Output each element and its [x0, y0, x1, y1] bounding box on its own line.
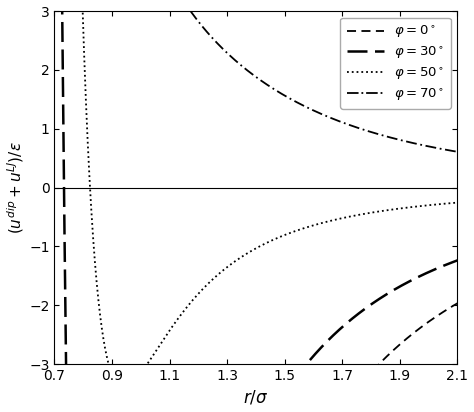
\varphi = 70^\circ — [370, 130, 375, 135]
\varphi = 30^\circ — [443, 262, 449, 267]
\varphi = 50^\circ — [370, 210, 375, 215]
Line: \varphi = 0^\circ: \varphi = 0^\circ — [57, 303, 457, 376]
\varphi = 0^\circ — [370, 369, 375, 374]
Legend: $\varphi = 0^\circ$, $\varphi = 30^\circ$, $\varphi = 50^\circ$, $\varphi = 70^\: $\varphi = 0^\circ$, $\varphi = 30^\circ… — [340, 18, 451, 109]
\varphi = 0^\circ — [55, 373, 60, 378]
\varphi = 70^\circ — [238, 63, 244, 68]
X-axis label: $r/\sigma$: $r/\sigma$ — [243, 389, 269, 407]
Line: \varphi = 30^\circ: \varphi = 30^\circ — [57, 0, 457, 376]
\varphi = 70^\circ — [55, 0, 60, 2]
\varphi = 50^\circ — [238, 255, 244, 260]
\varphi = 50^\circ — [109, 373, 115, 378]
\varphi = 50^\circ — [55, 0, 60, 2]
\varphi = 0^\circ — [75, 373, 81, 378]
\varphi = 0^\circ — [443, 308, 449, 313]
\varphi = 30^\circ — [238, 373, 244, 378]
\varphi = 0^\circ — [238, 373, 244, 378]
\varphi = 30^\circ — [443, 262, 449, 267]
\varphi = 30^\circ — [455, 258, 460, 263]
\varphi = 50^\circ — [455, 200, 460, 205]
\varphi = 30^\circ — [249, 373, 255, 378]
\varphi = 30^\circ — [370, 301, 375, 306]
Line: \varphi = 70^\circ: \varphi = 70^\circ — [57, 0, 457, 152]
\varphi = 50^\circ — [75, 0, 81, 2]
\varphi = 70^\circ — [443, 147, 449, 152]
\varphi = 70^\circ — [249, 71, 255, 76]
\varphi = 50^\circ — [443, 201, 449, 206]
Line: \varphi = 50^\circ: \varphi = 50^\circ — [57, 0, 457, 376]
Y-axis label: $(u^{dip}+u^{LJ})/\varepsilon$: $(u^{dip}+u^{LJ})/\varepsilon$ — [6, 141, 26, 234]
\varphi = 30^\circ — [75, 373, 81, 378]
\varphi = 70^\circ — [455, 149, 460, 154]
\varphi = 0^\circ — [249, 373, 255, 378]
\varphi = 70^\circ — [443, 147, 448, 152]
\varphi = 30^\circ — [64, 373, 69, 378]
\varphi = 0^\circ — [455, 301, 460, 306]
\varphi = 70^\circ — [75, 0, 81, 2]
\varphi = 30^\circ — [55, 0, 60, 2]
\varphi = 50^\circ — [249, 248, 255, 253]
\varphi = 0^\circ — [443, 308, 448, 313]
\varphi = 50^\circ — [443, 201, 449, 206]
